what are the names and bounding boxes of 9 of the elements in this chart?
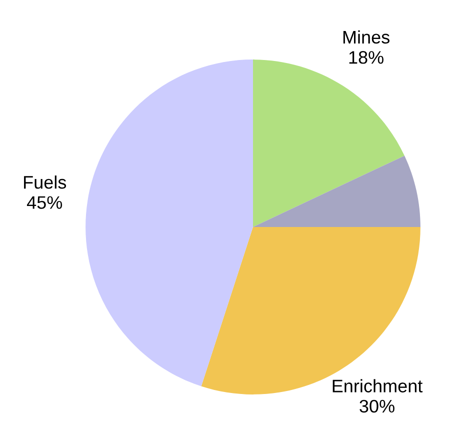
pie-slice [86,60,253,386]
slice-label: Enrichment [332,379,423,392]
data-label: 30% [360,400,394,413]
pie-slice [201,227,420,394]
pie-slice [253,156,420,227]
data-label: 18% [349,51,384,64]
slice-label: Fuels [24,175,66,189]
slice-label: Mines [343,30,390,44]
data-label: 45% [26,196,62,209]
